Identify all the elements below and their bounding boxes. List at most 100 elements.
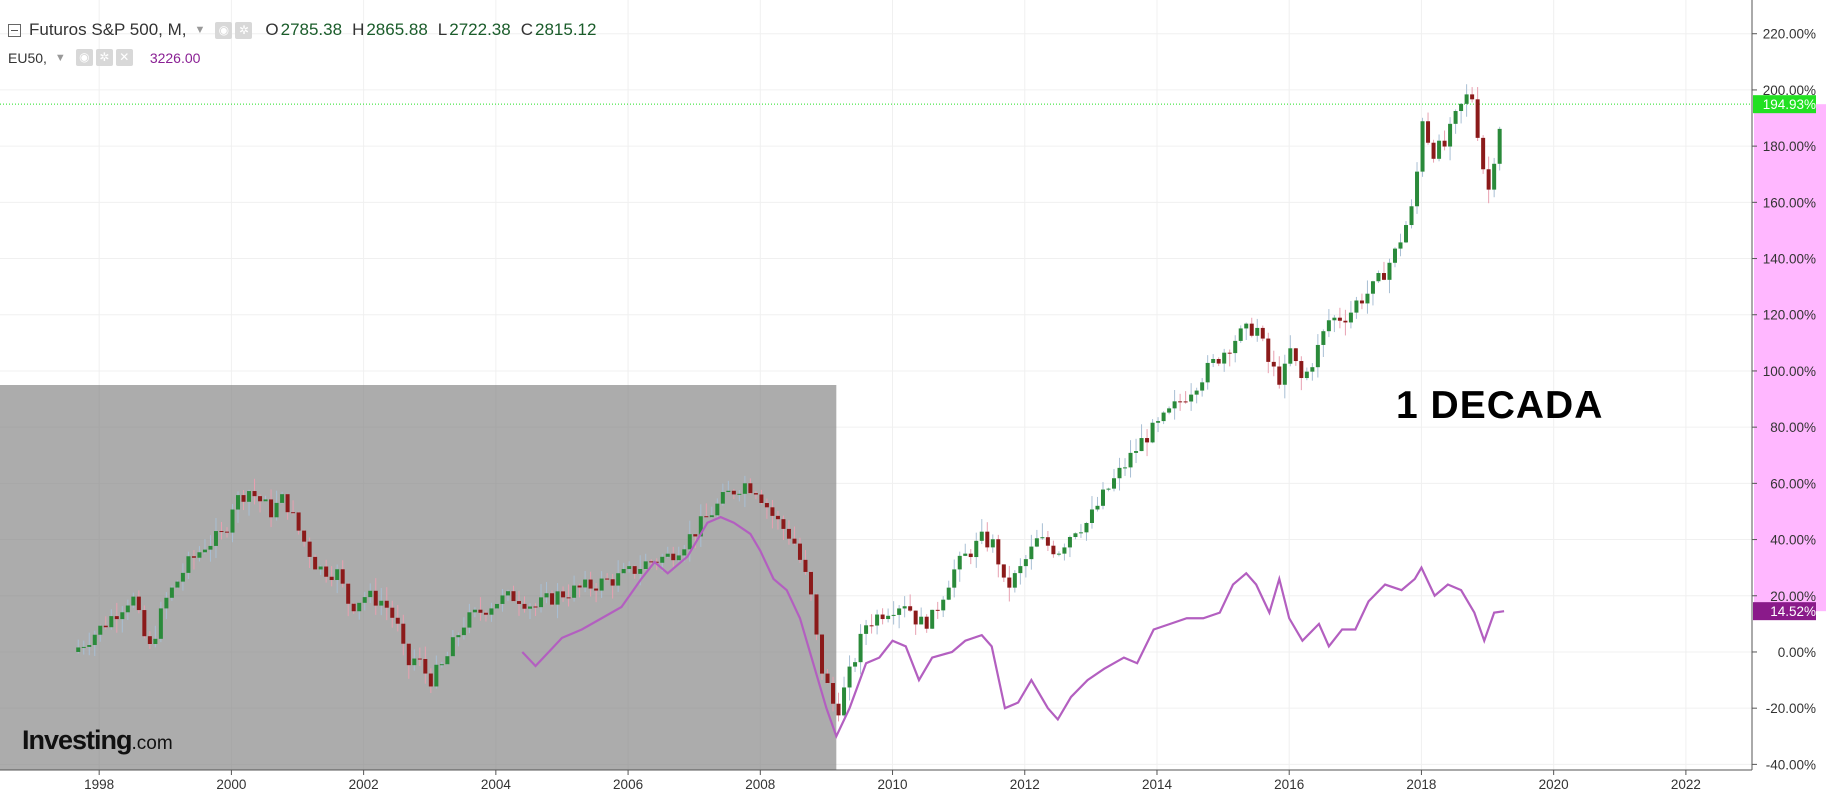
candle-body [81, 646, 86, 648]
main-price-badge: 194.93% [1753, 95, 1816, 114]
caret-down-icon[interactable]: ▼ [54, 51, 66, 64]
candle-body [704, 516, 709, 518]
y-tick-label: 100.00% [1763, 364, 1816, 379]
candle-body [1492, 163, 1497, 190]
candle-body [1227, 352, 1232, 354]
candle-body [1045, 537, 1050, 546]
candle-body [528, 606, 533, 609]
candle-body [731, 490, 736, 495]
candle-body [362, 597, 367, 603]
candle-body [935, 609, 940, 611]
candle-body [1475, 99, 1480, 138]
candle-body [974, 540, 979, 558]
candle-body [1012, 573, 1017, 588]
candle-body [533, 606, 538, 608]
candle-body [522, 603, 527, 609]
y-tick-label: 0.00% [1778, 645, 1816, 660]
candle-body [544, 593, 549, 598]
candle-body [572, 585, 577, 598]
eye-icon[interactable]: ◉ [75, 49, 93, 66]
x-tick-label: 2022 [1671, 777, 1701, 792]
candle-body [1453, 111, 1458, 124]
candle-body [792, 538, 797, 544]
candle-body [1178, 401, 1183, 403]
candle-body [676, 555, 681, 561]
candle-body [1183, 401, 1188, 403]
candle-body [169, 587, 174, 598]
candle-body [660, 556, 665, 563]
main-series-legend[interactable]: Futuros S&P 500, M, ▼ ◉ ✲ O 2785.38 H 2865… [8, 20, 596, 40]
candle-body [1189, 394, 1194, 402]
candle-body [450, 637, 455, 657]
compare-series-value: 3226.00 [149, 49, 201, 66]
candle-body [1084, 522, 1089, 533]
candle-body [720, 492, 725, 504]
close-value: 2815.12 [535, 20, 597, 39]
candle-body [164, 597, 169, 609]
candle-body [753, 493, 758, 495]
candle-body [886, 615, 891, 620]
collapse-icon[interactable] [8, 23, 21, 37]
candle-body [930, 609, 935, 629]
candle-body [291, 512, 296, 514]
candle-body [1442, 140, 1447, 147]
candle-body [1095, 505, 1100, 510]
candle-body [1370, 281, 1375, 294]
candle-body [230, 509, 235, 533]
candle-body [1249, 323, 1254, 336]
candle-body [1321, 331, 1326, 345]
candle-body [1222, 352, 1227, 364]
compare-series-legend[interactable]: EU50, ▼ ◉ ✲ ✕ 3226.00 [8, 49, 200, 66]
x-tick-label: 2000 [216, 777, 246, 792]
eye-icon[interactable]: ◉ [215, 21, 233, 39]
candle-body [985, 531, 990, 548]
candle-body [158, 608, 163, 639]
candle-body [1067, 537, 1072, 548]
candle-body [842, 687, 847, 716]
candle-body [577, 585, 582, 588]
candle-body [1001, 564, 1006, 578]
candle-body [913, 610, 918, 625]
candle-body [202, 549, 207, 553]
candle-body [483, 612, 488, 615]
candle-body [1023, 559, 1028, 567]
shaded-decade-region [0, 385, 837, 770]
candle-body [831, 683, 836, 704]
candle-body [340, 569, 345, 584]
candle-body [1078, 532, 1083, 534]
candle-body [335, 569, 340, 581]
candle-body [638, 568, 643, 574]
logo-main-text: Investing [22, 725, 133, 755]
candle-body [1128, 452, 1133, 468]
gear-icon[interactable]: ✲ [95, 49, 113, 66]
candle-body [682, 549, 687, 556]
candle-body [1200, 382, 1205, 391]
eu50-line [521, 515, 1505, 740]
close-icon[interactable]: ✕ [115, 49, 133, 66]
candle-body [941, 599, 946, 611]
candle-body [1448, 123, 1453, 147]
badge-label: 14.52% [1770, 604, 1816, 619]
candle-body [1426, 121, 1431, 143]
candle-body [1205, 362, 1210, 383]
candle-body [1134, 451, 1139, 453]
x-axis-ticks: 1998 2000 2002 2004 2006 2008 2010 2012 2014 2016… [84, 770, 1701, 792]
candle-body [1415, 171, 1420, 207]
candle-body [395, 617, 400, 624]
x-tick-label: 2006 [613, 777, 643, 792]
candle-body [1172, 401, 1177, 409]
candle-body [489, 608, 494, 615]
candle-body [1381, 273, 1386, 280]
gear-icon[interactable]: ✲ [235, 21, 253, 39]
candle-body [153, 638, 158, 644]
candle-body [990, 539, 995, 548]
caret-down-icon[interactable]: ▼ [194, 24, 206, 36]
candle-body [858, 633, 863, 663]
candle-body [1337, 317, 1342, 321]
candle-body [494, 603, 499, 609]
candle-body [76, 647, 81, 652]
candle-body [191, 556, 196, 558]
open-value: 2785.38 [280, 20, 343, 39]
candle-body [946, 587, 951, 600]
